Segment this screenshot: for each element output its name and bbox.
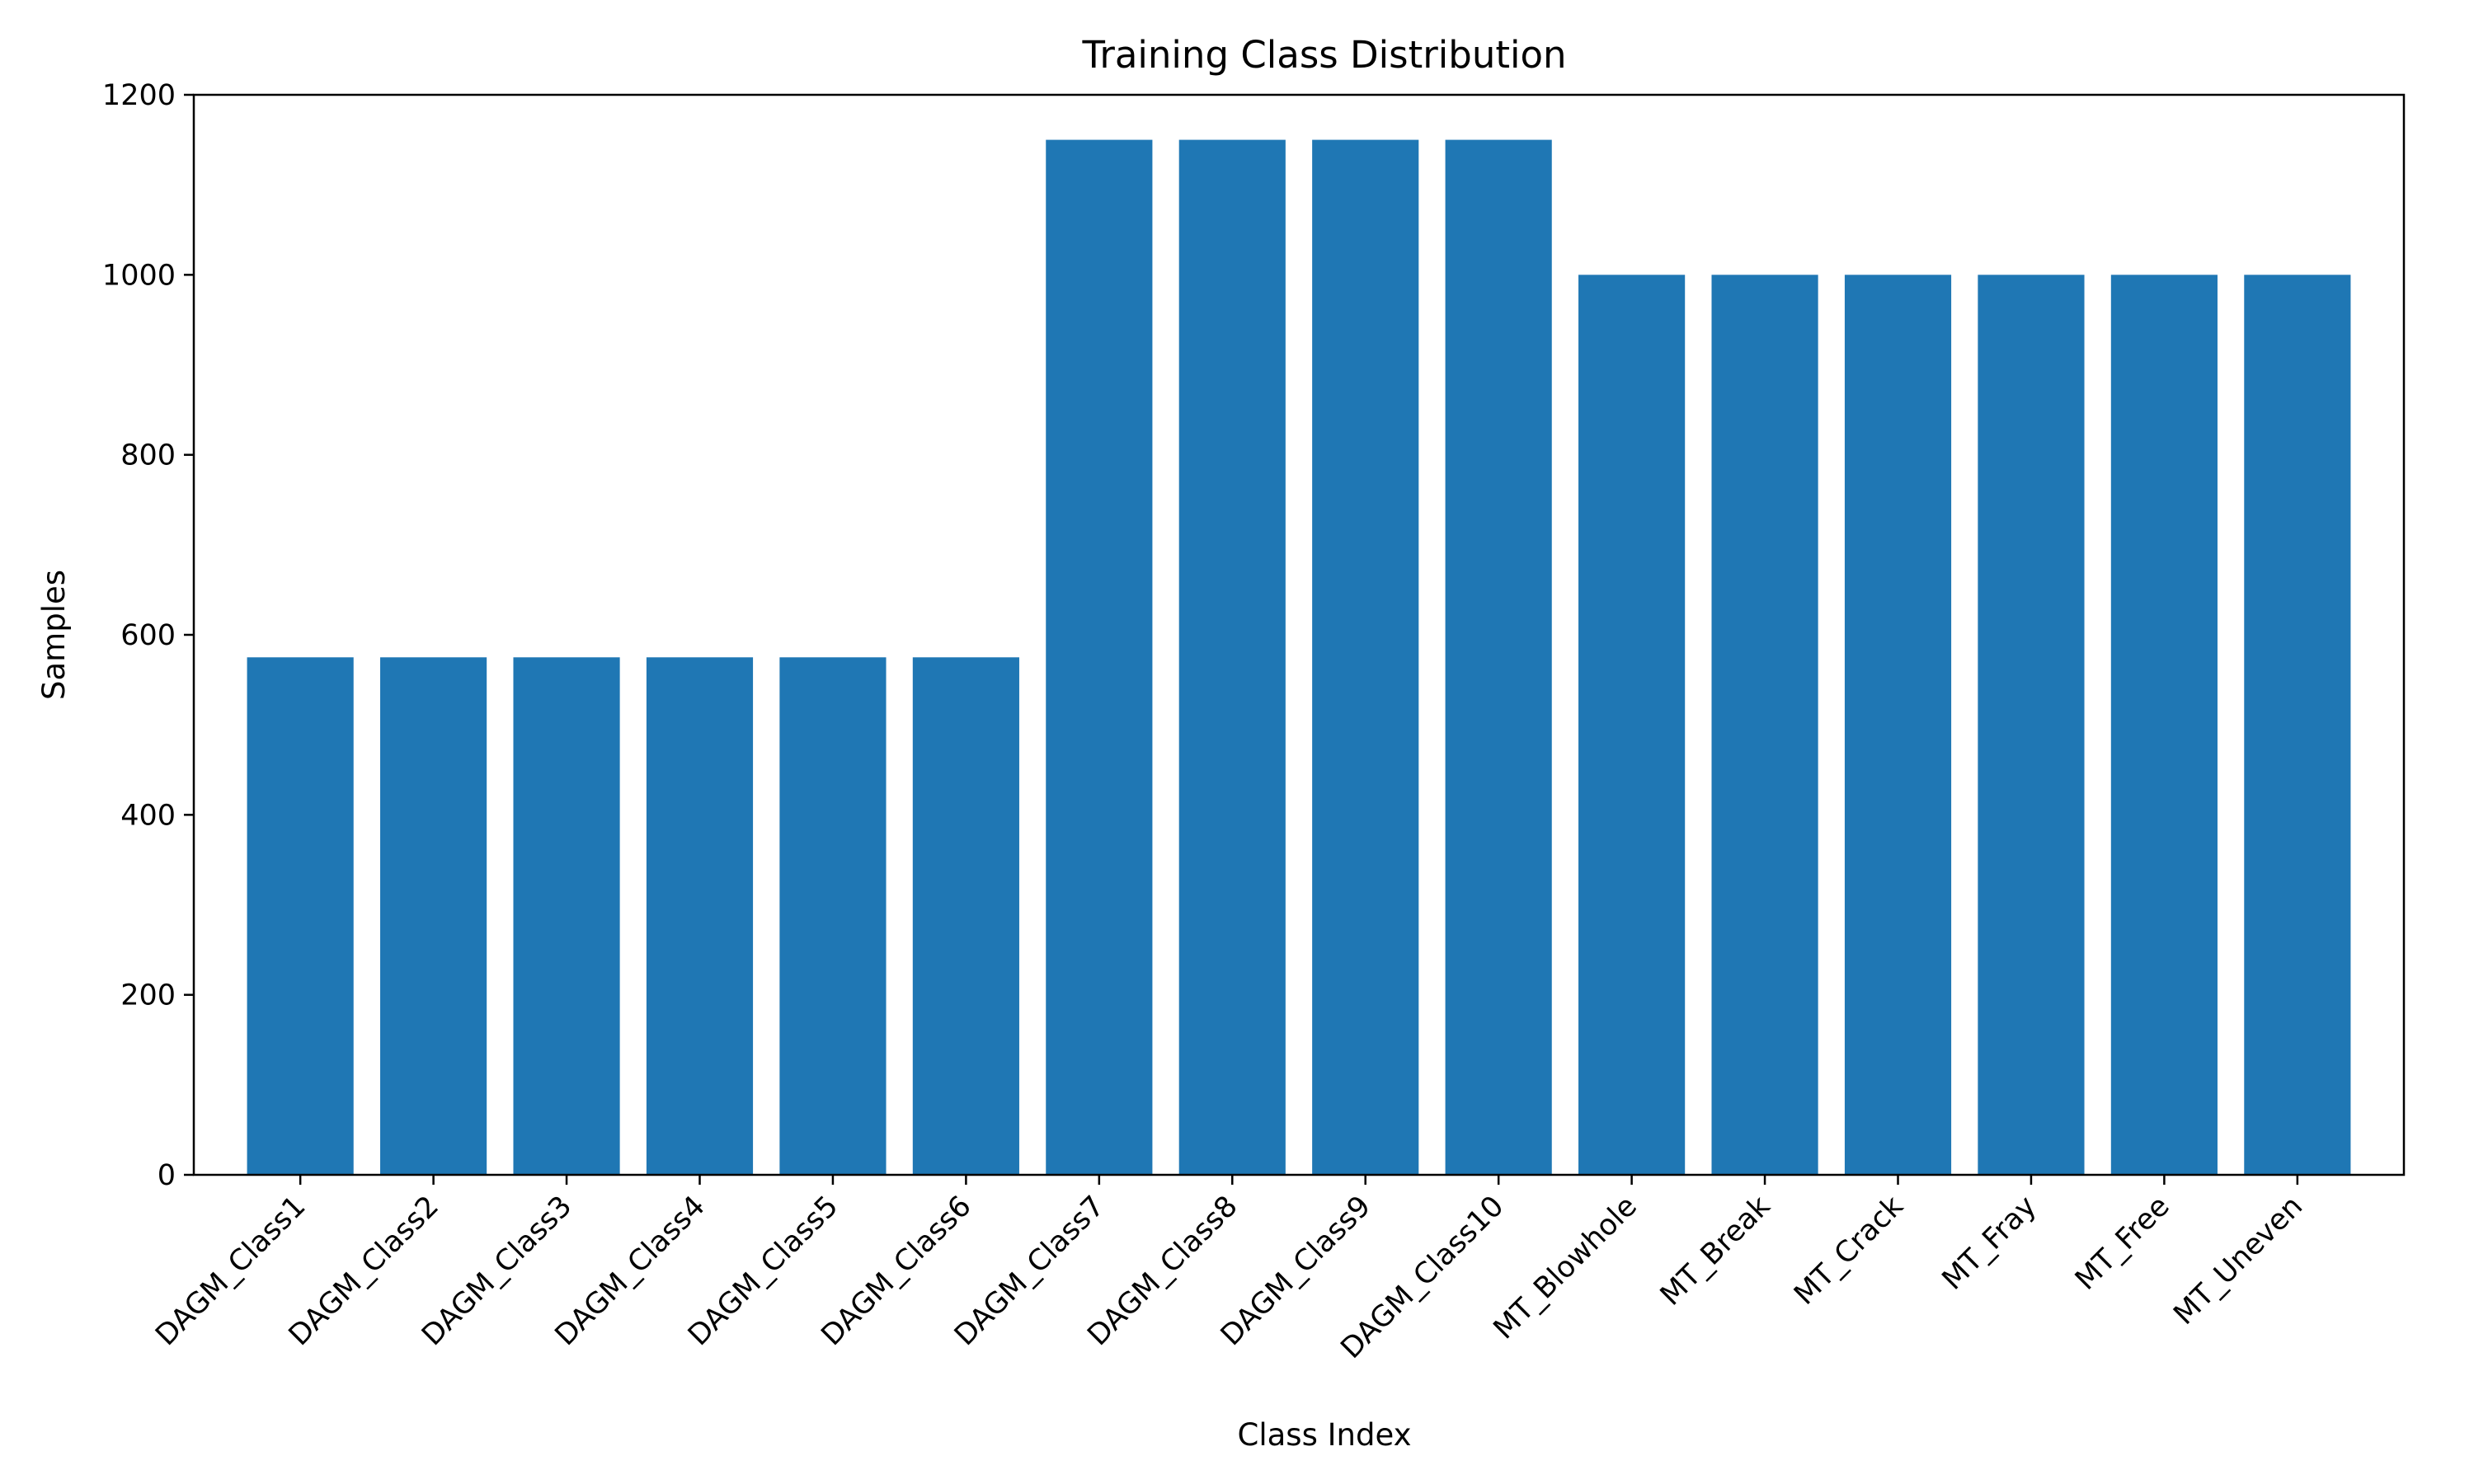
y-axis-label: Samples (36, 570, 72, 700)
bar-MT_Break (1711, 275, 1818, 1175)
bar-DAGM_Class5 (779, 657, 887, 1175)
y-tick-label-600: 600 (120, 619, 176, 652)
bar-DAGM_Class2 (380, 657, 487, 1175)
y-tick-label-200: 200 (120, 979, 176, 1012)
bar-DAGM_Class1 (247, 657, 354, 1175)
bar-DAGM_Class8 (1178, 139, 1286, 1175)
y-axis: 0 200 400 600 800 1000 1200 (102, 79, 194, 1192)
bar-MT_Blowhole (1578, 275, 1686, 1175)
bars-group (247, 139, 2351, 1175)
bar-MT_Crack (1844, 275, 1952, 1175)
bar-DAGM_Class3 (513, 657, 620, 1175)
bar-MT_Fray (1978, 275, 2085, 1175)
bar-DAGM_Class6 (912, 657, 1019, 1175)
y-tick-label-0: 0 (158, 1159, 176, 1192)
bar-DAGM_Class10 (1445, 139, 1552, 1175)
y-tick-label-800: 800 (120, 439, 176, 472)
bar-DAGM_Class4 (646, 657, 754, 1175)
y-tick-label-1000: 1000 (102, 259, 176, 292)
bar-DAGM_Class7 (1046, 139, 1153, 1175)
bar-MT_Free (2110, 275, 2218, 1175)
chart-title: Training Class Distribution (1081, 33, 1566, 77)
bar-MT_Uneven (2244, 275, 2351, 1175)
y-tick-label-1200: 1200 (102, 79, 176, 112)
x-axis-label: Class Index (1238, 1417, 1412, 1453)
y-tick-label-400: 400 (120, 799, 176, 832)
bar-DAGM_Class9 (1312, 139, 1419, 1175)
